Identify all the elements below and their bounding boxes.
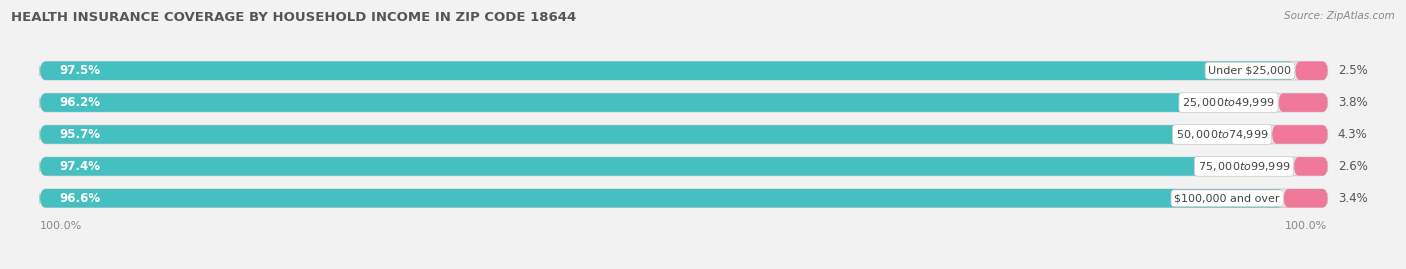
FancyBboxPatch shape	[1295, 62, 1327, 80]
FancyBboxPatch shape	[39, 62, 1327, 80]
Text: 4.3%: 4.3%	[1339, 128, 1368, 141]
Text: $75,000 to $99,999: $75,000 to $99,999	[1198, 160, 1291, 173]
Text: 3.8%: 3.8%	[1339, 96, 1368, 109]
FancyBboxPatch shape	[1272, 125, 1327, 144]
Text: 97.4%: 97.4%	[59, 160, 100, 173]
Text: 96.2%: 96.2%	[59, 96, 100, 109]
FancyBboxPatch shape	[39, 189, 1327, 207]
Text: 97.5%: 97.5%	[59, 64, 100, 77]
FancyBboxPatch shape	[39, 62, 1295, 80]
FancyBboxPatch shape	[39, 189, 1284, 207]
FancyBboxPatch shape	[39, 93, 1278, 112]
FancyBboxPatch shape	[39, 157, 1294, 176]
Text: $50,000 to $74,999: $50,000 to $74,999	[1175, 128, 1268, 141]
FancyBboxPatch shape	[1294, 157, 1327, 176]
FancyBboxPatch shape	[39, 93, 1327, 112]
Text: 2.6%: 2.6%	[1339, 160, 1368, 173]
Text: 3.4%: 3.4%	[1339, 192, 1368, 205]
Text: Source: ZipAtlas.com: Source: ZipAtlas.com	[1284, 11, 1395, 21]
FancyBboxPatch shape	[39, 157, 1327, 176]
Text: Under $25,000: Under $25,000	[1209, 66, 1292, 76]
FancyBboxPatch shape	[1278, 93, 1327, 112]
Text: 95.7%: 95.7%	[59, 128, 100, 141]
FancyBboxPatch shape	[39, 125, 1327, 144]
Text: 2.5%: 2.5%	[1339, 64, 1368, 77]
Text: HEALTH INSURANCE COVERAGE BY HOUSEHOLD INCOME IN ZIP CODE 18644: HEALTH INSURANCE COVERAGE BY HOUSEHOLD I…	[11, 11, 576, 24]
FancyBboxPatch shape	[1284, 189, 1327, 207]
Text: $100,000 and over: $100,000 and over	[1174, 193, 1279, 203]
FancyBboxPatch shape	[39, 125, 1272, 144]
Text: $25,000 to $49,999: $25,000 to $49,999	[1182, 96, 1275, 109]
Text: 100.0%: 100.0%	[1285, 221, 1327, 231]
Text: 100.0%: 100.0%	[39, 221, 82, 231]
Text: 96.6%: 96.6%	[59, 192, 100, 205]
